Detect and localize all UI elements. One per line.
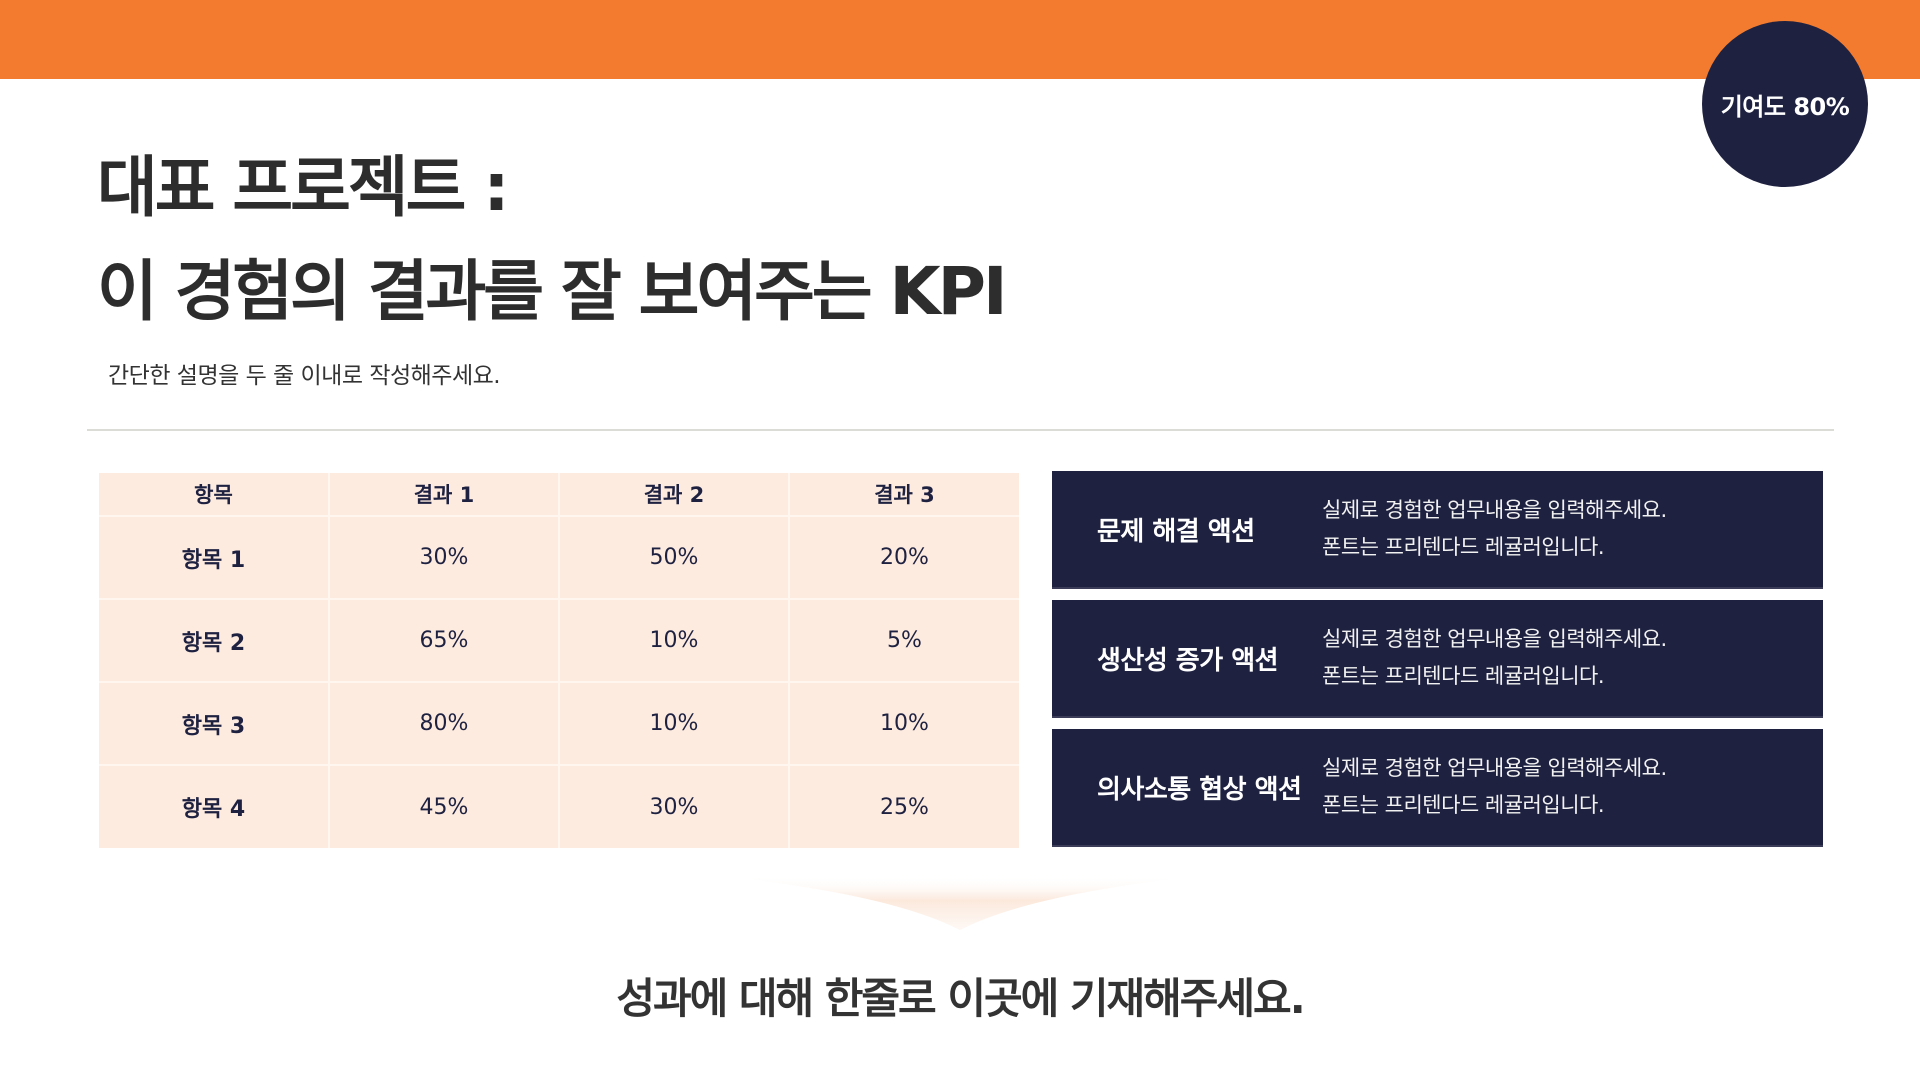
card-description-line: 폰트는 프리텐다드 레귤러입니다. [1322,793,1605,817]
kpi-table: 항목 결과 1 결과 2 결과 3 항목 1 30% 50% 20% 항목 2 … [99,473,1019,848]
table-cell: 80% [328,681,560,766]
contribution-badge: 기여도 80% [1702,21,1868,187]
table-header-cell: 결과 3 [788,473,1019,517]
card-title: 문제 해결 액션 [1097,516,1255,547]
card-description-line: 폰트는 프리텐다드 레귤러입니다. [1322,535,1605,559]
table-cell: 10% [788,681,1019,766]
table-row: 항목 3 80% 10% 10% [99,681,1019,766]
table-cell: 10% [558,681,790,766]
card-title: 생산성 증가 액션 [1097,645,1279,676]
table-row: 항목 2 65% 10% 5% [99,598,1019,683]
contribution-badge-label: 기여도 80% [1720,92,1850,121]
action-cards: 문제 해결 액션 실제로 경험한 업무내용을 입력해주세요. 폰트는 프리텐다드… [1052,471,1823,858]
table-cell: 10% [558,598,790,683]
card-title: 의사소통 협상 액션 [1097,774,1302,805]
table-cell: 50% [558,515,790,600]
card-description: 실제로 경험한 업무내용을 입력해주세요. 폰트는 프리텐다드 레귤러입니다. [1322,492,1667,566]
card-description-line: 실제로 경험한 업무내용을 입력해주세요. [1322,498,1667,522]
card-description-line: 폰트는 프리텐다드 레귤러입니다. [1322,664,1605,688]
table-cell: 30% [558,764,790,848]
table-header-row: 항목 결과 1 결과 2 결과 3 [99,473,1019,517]
card-description: 실제로 경험한 업무내용을 입력해주세요. 폰트는 프리텐다드 레귤러입니다. [1322,750,1667,824]
table-header-cell: 항목 [99,473,330,517]
row-label: 항목 3 [99,681,330,766]
row-label: 항목 1 [99,515,330,600]
card-description: 실제로 경험한 업무내용을 입력해주세요. 폰트는 프리텐다드 레귤러입니다. [1322,621,1667,695]
table-cell: 30% [328,515,560,600]
top-accent-bar [0,0,1920,79]
page-title-line-2: 이 경험의 결과를 잘 보여주는 KPI [97,253,1008,330]
action-card-productivity: 생산성 증가 액션 실제로 경험한 업무내용을 입력해주세요. 폰트는 프리텐다… [1052,600,1823,718]
table-header-cell: 결과 2 [558,473,790,517]
action-card-communication: 의사소통 협상 액션 실제로 경험한 업무내용을 입력해주세요. 폰트는 프리텐… [1052,729,1823,847]
page-title: 대표 프로젝트 : 이 경험의 결과를 잘 보여주는 KPI [97,136,1008,344]
table-row: 항목 1 30% 50% 20% [99,515,1019,600]
page-subtitle: 간단한 설명을 두 줄 이내로 작성해주세요. [108,363,501,389]
table-row: 항목 4 45% 30% 25% [99,764,1019,848]
row-label: 항목 2 [99,598,330,683]
card-description-line: 실제로 경험한 업무내용을 입력해주세요. [1322,627,1667,651]
table-cell: 25% [788,764,1019,848]
table-header-cell: 결과 1 [328,473,560,517]
row-label: 항목 4 [99,764,330,848]
action-card-problem-solving: 문제 해결 액션 실제로 경험한 업무내용을 입력해주세요. 폰트는 프리텐다드… [1052,471,1823,589]
section-divider [87,429,1834,431]
table-cell: 45% [328,764,560,848]
table-cell: 5% [788,598,1019,683]
table-cell: 20% [788,515,1019,600]
page-title-line-1: 대표 프로젝트 : [97,149,510,226]
down-arrow-icon [720,876,1200,930]
table-cell: 65% [328,598,560,683]
summary-text: 성과에 대해 한줄로 이곳에 기재해주세요. [616,974,1305,1023]
card-description-line: 실제로 경험한 업무내용을 입력해주세요. [1322,756,1667,780]
